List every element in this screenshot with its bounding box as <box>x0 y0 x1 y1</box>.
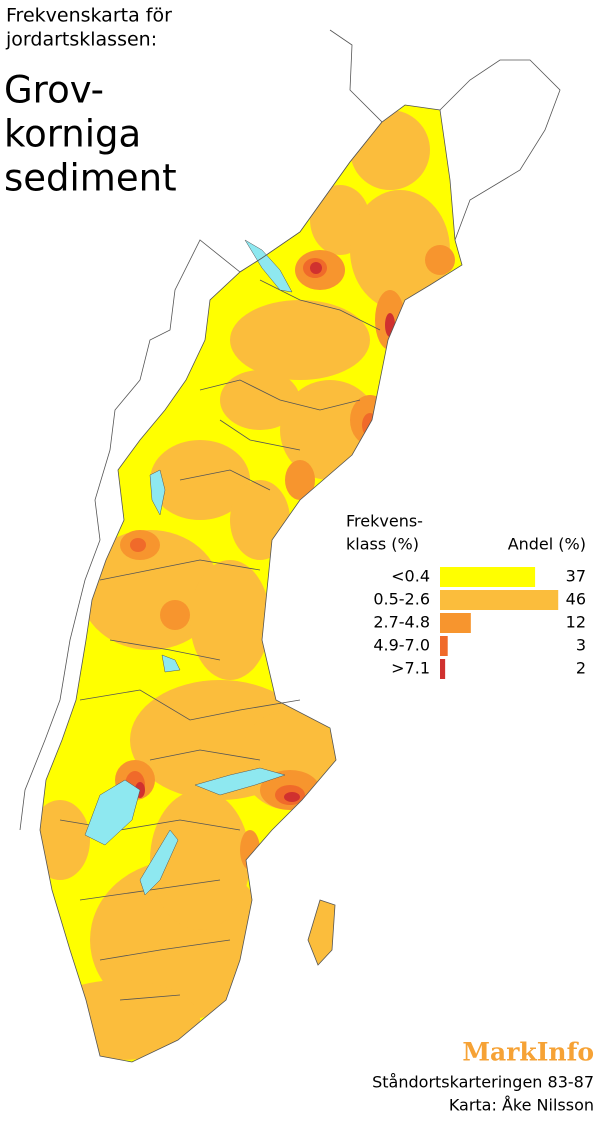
legend-value: 12 <box>566 613 586 632</box>
title: Grov- <box>4 69 104 112</box>
gotland <box>307 899 336 966</box>
frequency-area <box>425 245 455 275</box>
lakes <box>84 239 293 896</box>
source: Ståndortskarteringen 83-87 <box>372 1073 594 1092</box>
frequency-area <box>230 300 370 380</box>
finland-border <box>439 59 561 241</box>
frequency-area <box>40 980 200 1060</box>
legend-label: 2.7-4.8 <box>373 613 430 632</box>
legend-bar <box>440 613 471 633</box>
legend-label: 4.9-7.0 <box>373 636 430 655</box>
subtitle: Frekvenskarta för <box>6 5 172 27</box>
legend-bar <box>440 659 446 679</box>
legend-header: Andel (%) <box>508 535 586 554</box>
legend-bar <box>440 636 448 656</box>
frequency-area <box>40 800 90 880</box>
frequency-area <box>190 560 270 680</box>
lake <box>161 654 181 673</box>
legend-bar <box>440 567 536 587</box>
legend-bar <box>440 590 559 610</box>
frequency-area <box>150 440 250 520</box>
legend-value: 2 <box>576 659 586 678</box>
lake <box>194 767 286 796</box>
frequency-area <box>160 600 190 630</box>
frequency-area <box>350 190 450 310</box>
legend-header: Frekvens- <box>346 512 423 531</box>
legend-label: <0.4 <box>391 567 430 586</box>
frequency-area <box>385 313 395 337</box>
title: sediment <box>4 157 177 200</box>
lake <box>139 829 179 896</box>
frequency-area <box>310 262 322 274</box>
title: korniga <box>4 113 141 156</box>
credit: Karta: Åke Nilsson <box>449 1096 594 1115</box>
subtitle: jordartsklassen: <box>5 29 157 51</box>
legend-value: 37 <box>566 567 586 586</box>
lake <box>149 469 166 516</box>
frequency-area <box>350 110 430 190</box>
legend-value: 46 <box>566 590 586 609</box>
sweden-outline <box>39 104 463 1063</box>
frequency-area <box>230 480 290 560</box>
brand: MarkInfo <box>462 1038 594 1067</box>
frequency-area <box>220 370 300 430</box>
legend-label: 0.5-2.6 <box>373 590 430 609</box>
lake <box>244 239 293 293</box>
frequency-area <box>130 538 146 552</box>
frequency-area <box>285 460 315 500</box>
frequency-area <box>284 792 300 802</box>
lake <box>84 779 141 846</box>
legend-label: >7.1 <box>391 659 430 678</box>
legend-header: klass (%) <box>346 535 419 554</box>
legend-value: 3 <box>576 636 586 655</box>
frequency-area <box>240 830 260 870</box>
frequency-area <box>150 790 250 930</box>
